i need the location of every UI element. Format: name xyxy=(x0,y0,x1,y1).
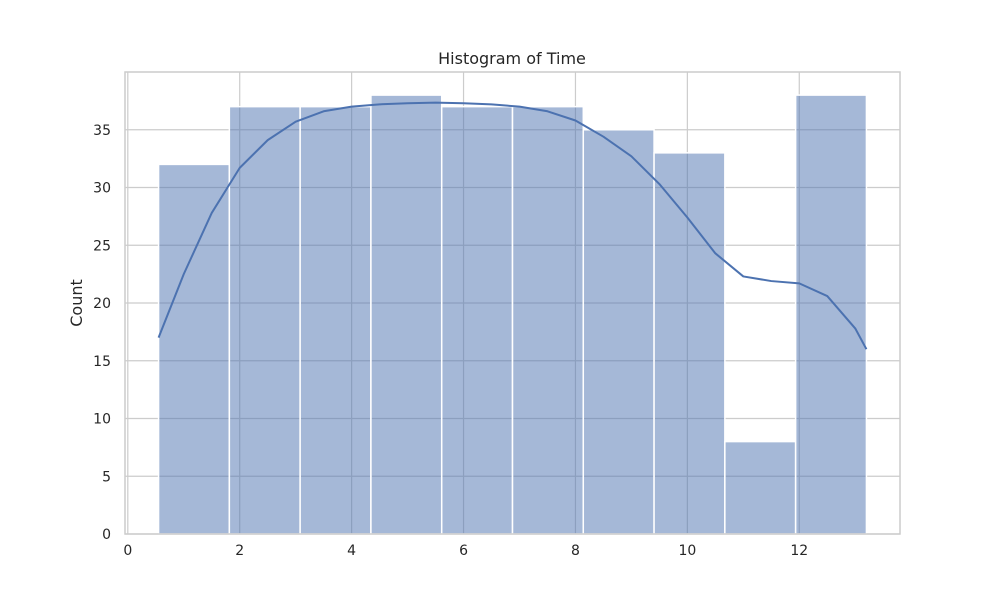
histogram-bar xyxy=(370,94,443,535)
histogram-bar xyxy=(440,105,514,535)
histogram-bar xyxy=(794,94,868,535)
chart-title: Histogram of Time xyxy=(438,49,586,68)
y-axis-label: Count xyxy=(67,279,86,327)
histogram-bar xyxy=(299,105,372,535)
histogram-bar xyxy=(653,152,726,535)
histogram-bar xyxy=(582,129,655,535)
x-tick-label: 2 xyxy=(235,543,244,559)
y-tick-label: 15 xyxy=(93,354,111,370)
x-tick-label: 6 xyxy=(459,543,468,559)
y-tick-label: 20 xyxy=(93,296,111,312)
y-tick-label: 25 xyxy=(93,238,111,254)
histogram-bar xyxy=(228,105,301,535)
y-tick-label: 0 xyxy=(102,527,111,543)
y-tick-label: 35 xyxy=(93,123,111,139)
plot-frame xyxy=(124,71,901,535)
histogram-bar xyxy=(511,105,585,535)
plot-area: 0 2 4 6 8 10 12 0 5 10 15 20 25 30 35 xyxy=(93,71,901,559)
y-tick-label: 10 xyxy=(93,412,111,428)
y-tick-label: 5 xyxy=(102,469,111,485)
histogram-bar xyxy=(724,440,797,535)
x-tick-label: 4 xyxy=(347,543,356,559)
x-tick-label: 10 xyxy=(678,543,696,559)
kde-line xyxy=(157,101,868,350)
x-tick-label: 8 xyxy=(571,543,580,559)
histogram-bar xyxy=(157,163,231,535)
x-tick-label: 0 xyxy=(123,543,132,559)
x-tick-label: 12 xyxy=(790,543,808,559)
y-tick-label: 30 xyxy=(93,181,111,197)
